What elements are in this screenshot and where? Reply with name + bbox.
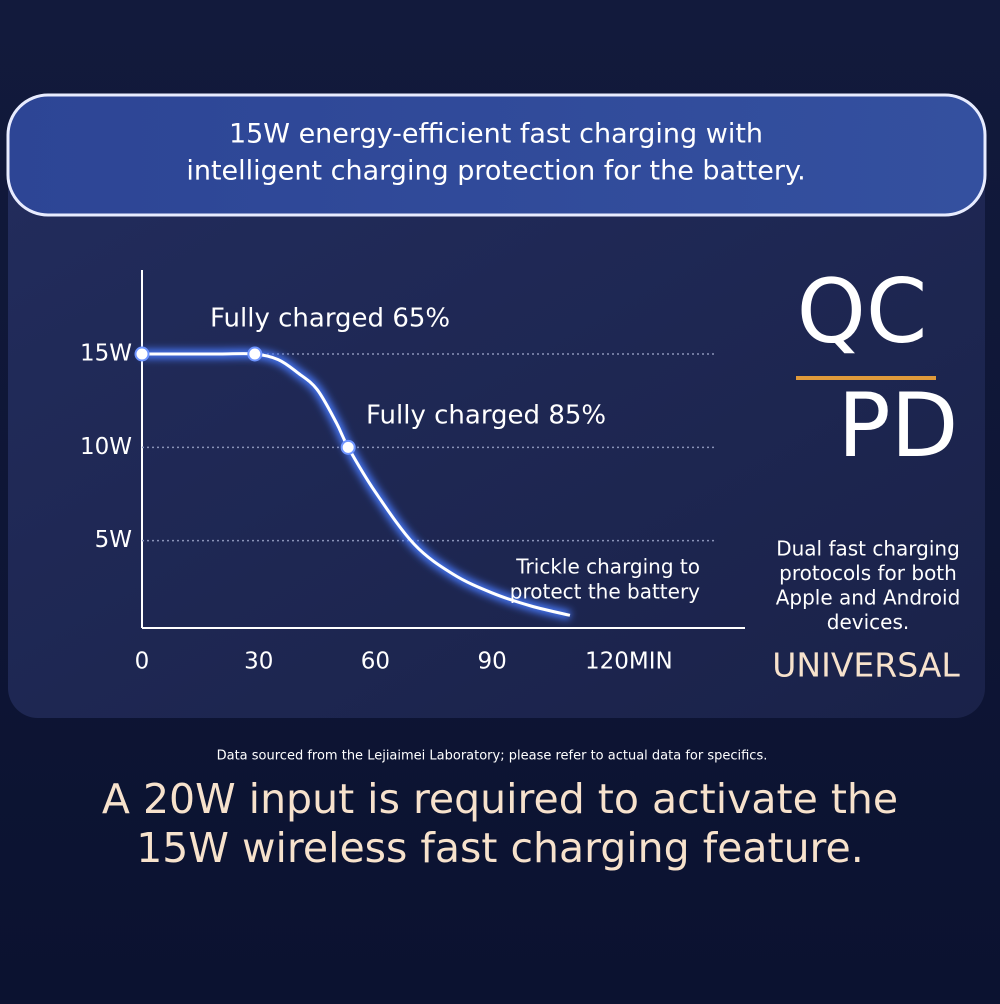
footnote: Data sourced from the Lejiaimei Laborato… [217, 749, 768, 764]
header-line: 15W energy-efficient fast charging with [229, 119, 763, 150]
annotation: Fully charged 85% [366, 401, 606, 431]
line [141, 352, 571, 617]
description-line: Apple and Android [776, 586, 961, 610]
annotation: Fully charged 65% [210, 304, 450, 334]
description-line: Dual fast charging [776, 537, 960, 561]
header-pill [6, 93, 987, 217]
annotation: Trickle charging to [515, 555, 700, 579]
x-tick-label: 0 [135, 649, 150, 675]
x-tick-label: 120MIN [585, 649, 673, 675]
headline-line: A 20W input is required to activate the [102, 775, 898, 823]
headline-line: 15W wireless fast charging feature. [136, 824, 864, 872]
annotation: protect the battery [510, 580, 700, 604]
x-tick-label: 30 [244, 649, 273, 675]
y-tick-label: 5W [95, 527, 132, 553]
logo-pd: PD [838, 374, 959, 477]
point-marker [134, 346, 150, 362]
x-tick-label: 90 [477, 649, 506, 675]
universal-tag: UNIVERSAL [772, 646, 960, 685]
y-tick-label: 15W [80, 341, 132, 367]
description-line: protocols for both [779, 561, 957, 585]
point-marker [247, 346, 263, 362]
header-line: intelligent charging protection for the … [186, 156, 805, 187]
x-tick-label: 60 [361, 649, 390, 675]
chart: 5W 10W 15W 0 30 60 90 120MIN Fully charged 65% Fu… [80, 270, 745, 675]
logo-divider [796, 376, 936, 380]
logo-qc: QC [797, 260, 928, 363]
point-marker [340, 439, 356, 455]
y-tick-label: 10W [80, 434, 132, 460]
panel [8, 150, 985, 718]
description-line: devices. [827, 610, 909, 634]
